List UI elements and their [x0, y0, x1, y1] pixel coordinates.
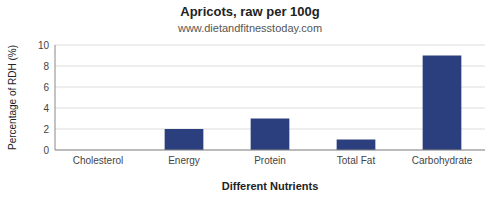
- x-tick-label: Cholesterol: [73, 155, 124, 166]
- x-axis-label: Different Nutrients: [222, 180, 319, 192]
- x-axis: Cholesterol Energy Protein Total Fat Carbohy…: [73, 155, 473, 166]
- x-tick-label: Energy: [168, 155, 200, 166]
- y-tick-label: 4: [43, 103, 49, 114]
- grid-line: [55, 87, 485, 88]
- y-tick-label: 2: [43, 124, 49, 135]
- bars: [165, 56, 462, 151]
- x-axis-line: [55, 150, 485, 151]
- bar: [251, 119, 290, 151]
- x-tick-label: Total Fat: [337, 155, 376, 166]
- y-axis: 0 2 4 6 8 10: [38, 40, 485, 156]
- bar: [423, 56, 462, 151]
- y-tick-label: 10: [38, 40, 50, 51]
- x-tick-label: Carbohydrate: [412, 155, 473, 166]
- grid-line: [55, 66, 485, 67]
- bar: [337, 140, 376, 151]
- bar: [165, 129, 204, 150]
- y-axis-line: [55, 45, 56, 150]
- chart-svg: Apricots, raw per 100g www.dietandfitness…: [0, 0, 500, 200]
- x-tick-label: Protein: [254, 155, 286, 166]
- grid-line: [55, 45, 485, 46]
- grid-line: [55, 108, 485, 109]
- y-axis-label: Percentage of RDH (%): [7, 45, 18, 150]
- y-tick-label: 8: [43, 61, 49, 72]
- grid-line: [55, 150, 485, 151]
- y-tick-label: 6: [43, 82, 49, 93]
- subtitle: www.dietandfitnesstoday.com: [177, 22, 322, 34]
- chart-container: Apricots, raw per 100g www.dietandfitness…: [0, 0, 500, 200]
- y-tick-label: 0: [43, 145, 49, 156]
- title: Apricots, raw per 100g: [180, 4, 319, 19]
